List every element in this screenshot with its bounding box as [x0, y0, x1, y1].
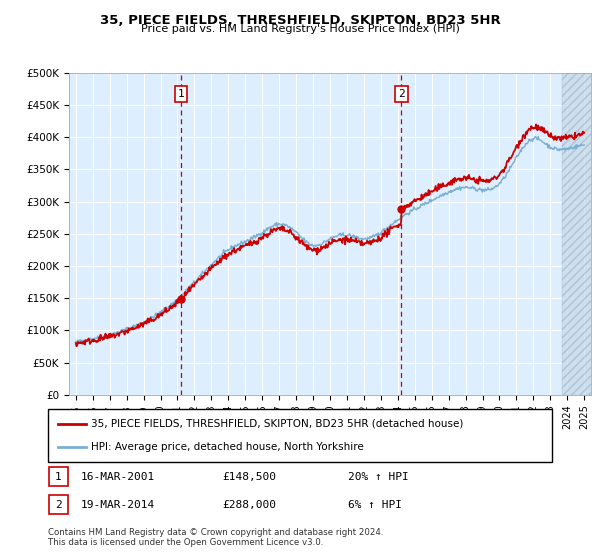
Text: £148,500: £148,500: [222, 472, 276, 482]
Bar: [562, 73, 599, 395]
Text: 20% ↑ HPI: 20% ↑ HPI: [348, 472, 409, 482]
FancyBboxPatch shape: [49, 467, 68, 486]
Text: HPI: Average price, detached house, North Yorkshire: HPI: Average price, detached house, Nort…: [91, 442, 364, 452]
Text: 2: 2: [55, 500, 62, 510]
Text: Price paid vs. HM Land Registry's House Price Index (HPI): Price paid vs. HM Land Registry's House …: [140, 24, 460, 34]
FancyBboxPatch shape: [49, 495, 68, 514]
Text: 1: 1: [55, 472, 62, 482]
Text: 1: 1: [178, 89, 184, 99]
Text: 6% ↑ HPI: 6% ↑ HPI: [348, 500, 402, 510]
Text: 19-MAR-2014: 19-MAR-2014: [81, 500, 155, 510]
Text: 35, PIECE FIELDS, THRESHFIELD, SKIPTON, BD23 5HR (detached house): 35, PIECE FIELDS, THRESHFIELD, SKIPTON, …: [91, 419, 463, 429]
FancyBboxPatch shape: [48, 409, 552, 462]
Text: 16-MAR-2001: 16-MAR-2001: [81, 472, 155, 482]
Text: £288,000: £288,000: [222, 500, 276, 510]
Text: 2: 2: [398, 89, 405, 99]
Text: 35, PIECE FIELDS, THRESHFIELD, SKIPTON, BD23 5HR: 35, PIECE FIELDS, THRESHFIELD, SKIPTON, …: [100, 14, 500, 27]
Text: Contains HM Land Registry data © Crown copyright and database right 2024.
This d: Contains HM Land Registry data © Crown c…: [48, 528, 383, 547]
